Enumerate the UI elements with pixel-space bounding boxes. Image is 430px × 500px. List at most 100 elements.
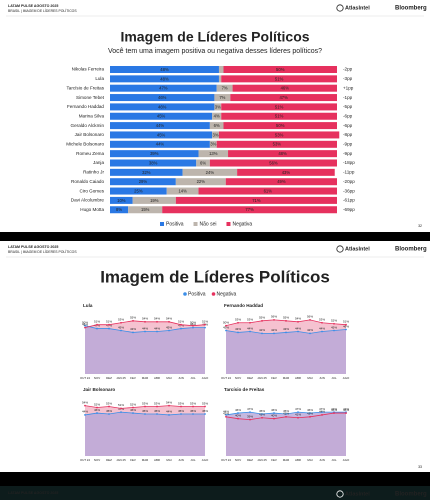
value-label: 47%: [159, 86, 168, 91]
point: [132, 412, 134, 414]
category-label: Janja: [93, 160, 104, 165]
point: [144, 405, 146, 408]
x-tick-label: JUN: [319, 458, 325, 462]
point-label: 53%: [154, 401, 160, 405]
point: [333, 412, 335, 414]
panel-title: Tarcísio de Freitas: [224, 387, 265, 392]
value-label: 6%: [200, 160, 206, 165]
change-label: -6pp: [343, 123, 353, 128]
point: [273, 412, 275, 414]
point-label: 46%: [271, 408, 277, 412]
point-label: 53%: [202, 401, 208, 405]
value-label: 77%: [245, 207, 254, 212]
kicker: LATAM PULSE AGOSTO 2025: [8, 491, 58, 495]
legend-swatch: [211, 292, 216, 296]
value-label: 19%: [150, 198, 159, 203]
value-label: 39%: [150, 151, 159, 156]
bar-segment: [214, 103, 222, 111]
value-label: 46%: [281, 86, 290, 91]
point: [108, 323, 110, 326]
point-label: 45%: [154, 409, 160, 413]
change-label: -8pp: [343, 132, 353, 137]
value-label: 50%: [276, 123, 285, 128]
kicker: LATAM PULSE AGOSTO 2025: [8, 245, 58, 249]
point: [237, 412, 239, 414]
point: [273, 332, 275, 335]
bar-segment: [110, 159, 197, 167]
page-number: 32: [418, 224, 422, 228]
point-label: 46%: [343, 324, 349, 328]
point: [273, 417, 275, 420]
value-label: 56%: [269, 160, 278, 165]
point: [321, 411, 323, 414]
bar-segment: [209, 122, 224, 130]
x-tick-label: MAI: [307, 376, 312, 380]
point: [225, 329, 227, 332]
point: [204, 405, 206, 408]
value-label: 45%: [157, 114, 166, 119]
bar-segment: [110, 206, 129, 214]
point-label: 44%: [223, 410, 229, 414]
value-label: 8%: [116, 207, 122, 212]
point: [84, 414, 86, 416]
x-tick-label: OUT 24: [221, 458, 231, 462]
category-label: Jair Bolsonaro: [75, 132, 105, 137]
category-label: Ciro Gomes: [79, 188, 104, 193]
point-label: 50%: [190, 320, 196, 324]
point: [249, 411, 251, 414]
point-label: 47%: [295, 407, 301, 411]
point: [180, 405, 182, 408]
x-tick-label: AGO: [202, 458, 209, 462]
bar-segment: [216, 140, 337, 148]
value-label: 3%: [215, 104, 221, 109]
bar-segment: [110, 66, 219, 73]
point: [120, 407, 122, 410]
change-label: -20pp: [343, 179, 355, 184]
point-label: 52%: [331, 319, 337, 323]
point: [96, 323, 98, 326]
x-tick-label: MAR: [283, 458, 289, 462]
point: [345, 412, 347, 414]
point: [345, 323, 347, 326]
point: [261, 319, 263, 322]
point-label: 44%: [82, 410, 88, 414]
change-label: -61pp: [343, 198, 355, 203]
point-label: 45%: [202, 409, 208, 413]
point-label: 42%: [259, 328, 265, 332]
slide-title: Imagem de Líderes Políticos: [100, 267, 330, 286]
value-label: 47%: [279, 95, 288, 100]
bar-segment: [198, 150, 229, 158]
logo-icon: [336, 4, 344, 12]
point-label: 53%: [142, 401, 148, 405]
x-tick-label: JUL: [331, 376, 337, 380]
bar-segment: [182, 168, 238, 176]
point-label: 47%: [319, 407, 325, 411]
point-label: 51%: [343, 319, 349, 323]
point-label: 45%: [142, 409, 148, 413]
bar-segment: [110, 84, 217, 92]
value-label: 7%: [219, 95, 225, 100]
point-label: 54%: [295, 317, 301, 321]
bar-segment: [214, 94, 231, 102]
x-tick-label: DEZ: [106, 376, 112, 380]
point-label: 53%: [178, 401, 184, 405]
x-tick-label: JUL: [190, 458, 196, 462]
value-label: 10%: [117, 198, 126, 203]
point: [156, 405, 158, 408]
point-label: 46%: [235, 408, 241, 412]
x-tick-label: NOV: [235, 376, 241, 380]
point: [156, 330, 158, 333]
point: [84, 324, 86, 327]
point: [249, 418, 251, 421]
value-label: 61%: [264, 188, 273, 193]
brand: AtlasIntel: [345, 246, 370, 252]
slide-strip: [0, 486, 430, 500]
category-label: Nikolas Ferreira: [72, 67, 105, 72]
point: [132, 406, 134, 409]
point: [120, 321, 122, 324]
slide-title: Imagem de Líderes Políticos: [120, 29, 309, 45]
point-label: 44%: [142, 326, 148, 330]
point-label: 53%: [118, 318, 124, 322]
change-label: +1pp: [343, 85, 354, 90]
